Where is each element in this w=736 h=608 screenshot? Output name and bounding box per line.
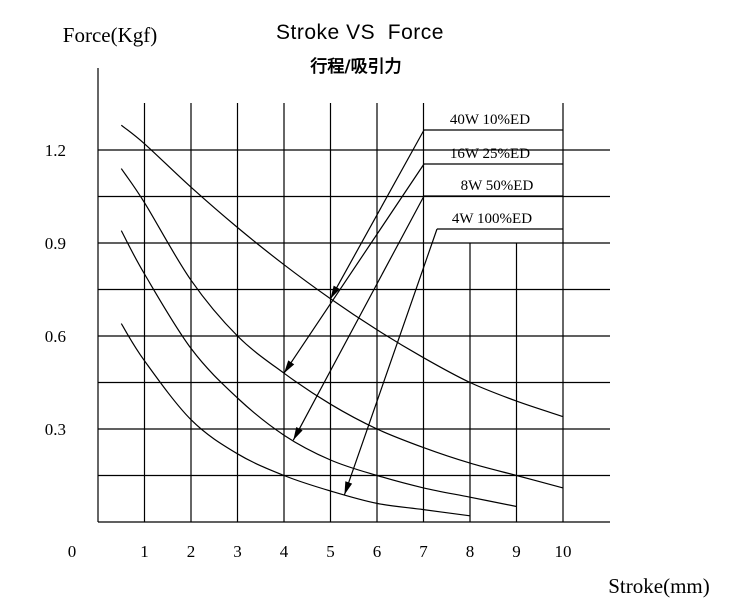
- y-tick-label: 0.3: [45, 420, 66, 439]
- x-tick-label: 10: [555, 542, 572, 561]
- x-tick-label: 9: [512, 542, 521, 561]
- arrow-head: [284, 360, 295, 374]
- legend-entry: 8W 50%ED: [461, 178, 534, 194]
- y-tick-label: 0.6: [45, 327, 66, 346]
- x-tick-label: 3: [233, 542, 242, 561]
- series-curve: [120, 323, 471, 517]
- legend-entry: 16W 25%ED: [450, 146, 530, 162]
- arrow-head: [330, 285, 340, 299]
- series-curve: [120, 124, 564, 418]
- legend-entry: 4W 100%ED: [452, 211, 532, 227]
- x-tick-labels: 1 2 3 4 5 6 7 8 9 10: [140, 542, 571, 561]
- x-tick-label: 4: [280, 542, 289, 561]
- arrow-head: [293, 426, 303, 441]
- x-tick-label: 5: [326, 542, 335, 561]
- legend-leader-arrows: [283, 129, 438, 495]
- legend-entry: 40W 10%ED: [450, 112, 530, 128]
- series-curve: [120, 168, 564, 489]
- x-tick-label: 2: [187, 542, 196, 561]
- leader-arrow-line: [343, 228, 438, 495]
- x-axis-label: Stroke(mm): [608, 574, 709, 598]
- leader-arrow-line: [292, 195, 425, 441]
- chart-title: Stroke VS Force: [276, 21, 444, 44]
- x-tick-label: 8: [466, 542, 475, 561]
- x-tick-label: 7: [419, 542, 428, 561]
- y-tick-label: 1.2: [45, 141, 66, 160]
- y-tick-label: 0.9: [45, 234, 66, 253]
- arrow-head: [344, 481, 353, 495]
- y-tick-labels: 0.3 0.6 0.9 1.2: [45, 141, 66, 439]
- chart-subtitle: 行程/吸引力: [309, 56, 401, 77]
- x-tick-label: 1: [140, 542, 149, 561]
- series-curve: [120, 230, 517, 508]
- origin-label: 0: [68, 542, 77, 561]
- leader-arrow-line: [329, 129, 425, 300]
- leader-arrow-line: [283, 163, 425, 374]
- legend: 40W 10%ED 16W 25%ED 8W 50%ED 4W 100%ED: [424, 112, 563, 230]
- x-tick-label: 6: [373, 542, 382, 561]
- grid-lines: [97, 68, 610, 523]
- y-axis-label: Force(Kgf): [63, 23, 157, 47]
